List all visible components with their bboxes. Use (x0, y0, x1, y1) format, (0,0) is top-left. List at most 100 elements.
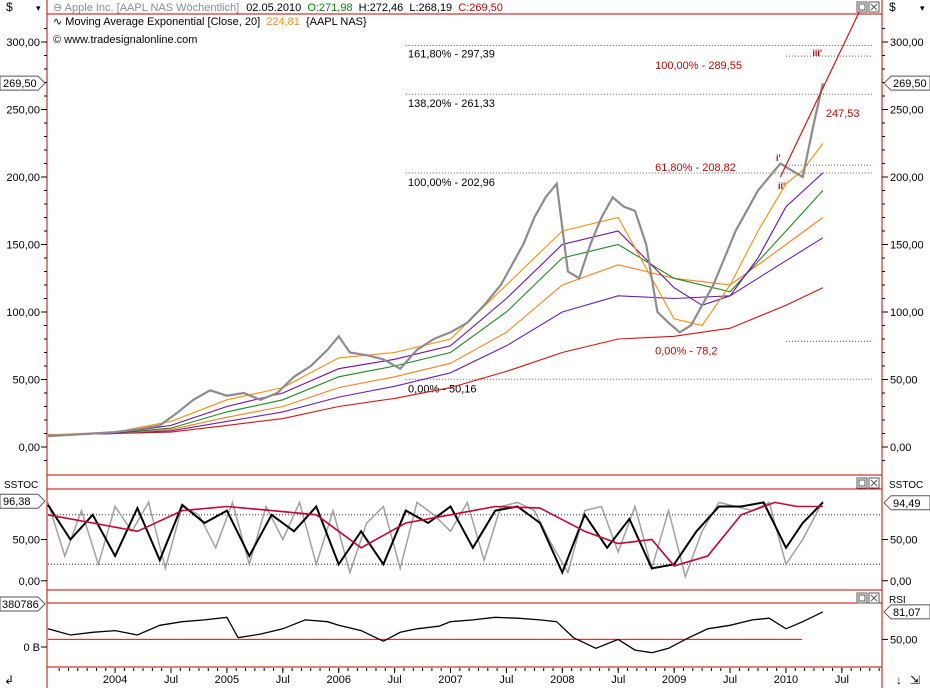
stoch-tick-label-right: 50,00 (890, 535, 918, 547)
y-tick-label-right: 50,00 (890, 375, 918, 387)
ema-200-line (47, 287, 824, 436)
main-axes: 0,00 0,00 50,00 50,00 100,00 100,00 150,00 150,… (0, 28, 930, 461)
indicator-line: ∿ Moving Average Exponential [Close, 20]… (53, 16, 367, 28)
corner-controls: ↲ ↓ ⇲ (4, 673, 920, 687)
x-axis: 2004 Jul 2005 Jul 2006 Jul 2007 Jul 2008 Jul 2009 J… (58, 668, 880, 686)
x-tick-label: Jul (723, 674, 737, 686)
header-line: ⊖ Apple Inc. [AAPL NAS Wöchentlich] 02.0… (53, 2, 503, 14)
rsi-panel-controls (856, 592, 880, 604)
x-tick-label: Jul (611, 674, 625, 686)
stoch-panel-controls (856, 477, 880, 489)
rsi-line (47, 611, 824, 654)
indicator-icon: ∿ (53, 16, 62, 28)
stoch-value-tag-right (883, 495, 930, 511)
ema-90-line (47, 217, 824, 436)
stoch-tick-label-right: 0,00 (890, 576, 911, 588)
stoch-title-left: SSTOC (4, 480, 38, 491)
stoch-title-right: SSTOC (889, 480, 923, 491)
wave-annotation: 247,53 (826, 108, 860, 120)
quote-low: L:268,19 (409, 2, 452, 14)
x-tick-label: 2010 (774, 674, 798, 686)
website-line: © www.tradesignalonline.com (53, 34, 197, 46)
website-text: www.tradesignalonline.com (63, 34, 197, 46)
y-tick-label-right: 250,00 (890, 105, 924, 117)
x-tick-label: 2006 (326, 674, 350, 686)
last-price-tag-left (0, 75, 46, 91)
y-tick-label-left: 0,00 (19, 442, 40, 454)
price-line-icon: ⊖ (53, 2, 65, 14)
main-panel-controls: $ ▾ (856, 0, 925, 14)
x-tick-label: Jul (276, 674, 290, 686)
ema-20-line (47, 143, 824, 436)
scroll-arrow-icon[interactable]: ↓ (896, 673, 902, 687)
fib-level-label: 100,00% - 289,55 (655, 60, 742, 72)
ema-40-line (47, 172, 824, 436)
quote-close: C:269,50 (458, 2, 503, 14)
y-tick-label-left: 250,00 (6, 105, 40, 117)
y-tick-label-right: 0,00 (890, 442, 911, 454)
rsi-tick-label-left: 0 B (23, 642, 40, 654)
quote-date: 02.05.2010 (246, 2, 301, 14)
rsi-value-tag-left (0, 596, 46, 612)
y-tick-label-right: 300,00 (890, 37, 924, 49)
fib-level-label: 138,20% - 261,33 (408, 98, 495, 110)
quote-open: O:271,98 (307, 2, 352, 14)
rsi-value-tag-right (883, 604, 930, 620)
dropdown-icon-right[interactable]: ▾ (920, 3, 925, 13)
rsi-value-left: 380786 (2, 599, 39, 611)
y-tick-label-left: 100,00 (6, 307, 40, 319)
trend-line (779, 1, 865, 178)
indicator-value: 224,81 (266, 16, 300, 28)
indicator-name: Moving Average Exponential [Close, 20] (65, 16, 260, 28)
stochastic-panel: 0,00 0,00 50,00 50,00 SSTOC SSTOC 96,38 94,49 (0, 480, 930, 588)
x-tick-label: 2005 (215, 674, 239, 686)
y-tick-label-left: 150,00 (6, 240, 40, 252)
x-tick-label: Jul (164, 674, 178, 686)
stoch-value-tag-left (0, 493, 46, 509)
y-tick-label-left: 50,00 (12, 375, 40, 387)
stoch-tick-label-left: 50,00 (12, 535, 40, 547)
stoch-value-left: 96,38 (3, 496, 31, 508)
y-tick-label-right: 100,00 (890, 307, 924, 319)
wave-annotations: 247,53 iii' i' ii' (776, 48, 860, 191)
x-tick-label: 2007 (438, 674, 462, 686)
y-tick-label-right: 150,00 (890, 240, 924, 252)
ema-120-line (47, 237, 824, 436)
x-tick-label: Jul (388, 674, 402, 686)
rsi-tick-label-right: 50,00 (890, 634, 918, 646)
maximize-icon[interactable] (856, 592, 868, 604)
copyright-icon: © (53, 34, 64, 46)
last-price-tag-right (883, 75, 930, 91)
y-tick-label-right: 200,00 (890, 172, 924, 184)
dollar-axis-icon: $ (889, 0, 896, 14)
maximize-icon[interactable] (856, 477, 868, 489)
fib-level-label: 161,80% - 297,39 (408, 49, 495, 61)
last-price-label-left: 269,50 (3, 78, 37, 90)
stoch-fast-line (47, 499, 824, 580)
fib-level-label: 61,80% - 208,82 (655, 162, 736, 174)
main-panel-frame (46, 13, 883, 476)
dropdown-icon[interactable]: ▾ (36, 3, 41, 13)
x-tick-label: Jul (835, 674, 849, 686)
x-tick-label: 2004 (103, 674, 127, 686)
resize-icon[interactable]: ⇲ (910, 673, 920, 687)
rsi-panel-frame (46, 602, 883, 668)
wave-annotation: i' (776, 153, 781, 163)
x-tick-label: Jul (499, 674, 513, 686)
last-price-label-right: 269,50 (893, 78, 927, 90)
x-tick-label: 2008 (550, 674, 574, 686)
quote-high: H:272,46 (359, 2, 404, 14)
y-tick-label-left: 300,00 (6, 37, 40, 49)
stoch-slow-line (47, 501, 823, 567)
stoch-k-line (47, 501, 824, 576)
fibonacci-levels: 161,80% - 297,39 138,20% - 261,33 100,00% … (405, 45, 874, 395)
main-series (47, 1, 865, 438)
x-tick-label: 2009 (662, 674, 686, 686)
y-tick-label-left: 200,00 (6, 172, 40, 184)
fib-level-label: 0,00% - 78,2 (655, 345, 717, 357)
maximize-icon[interactable] (856, 1, 868, 13)
scroll-arrow-icon[interactable]: ↲ (4, 673, 14, 687)
